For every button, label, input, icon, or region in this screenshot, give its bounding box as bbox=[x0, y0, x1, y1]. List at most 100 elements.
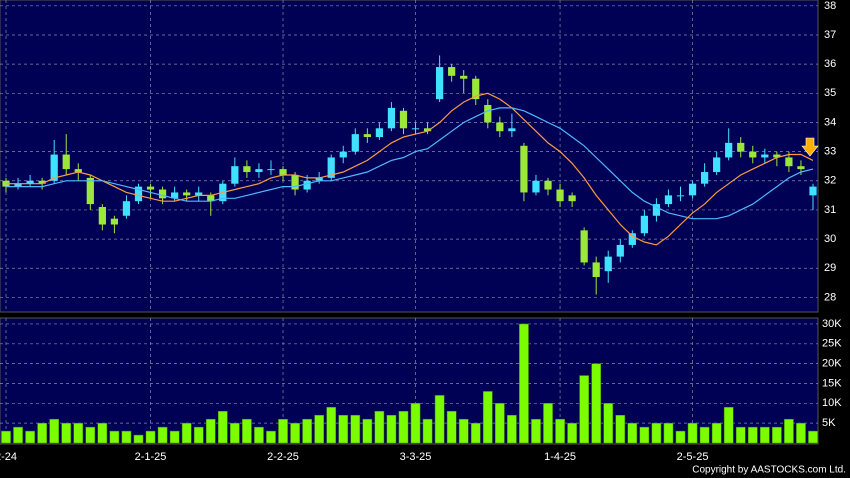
volume-bar bbox=[543, 403, 553, 444]
candle-body bbox=[604, 256, 612, 272]
candle-body bbox=[26, 180, 34, 184]
x-tick-label: 2-24 bbox=[0, 451, 17, 463]
moving-average bbox=[6, 92, 814, 246]
volume-bar bbox=[434, 395, 445, 444]
volume-bar bbox=[579, 375, 589, 444]
volume-bar bbox=[97, 422, 108, 444]
volume-bar bbox=[302, 418, 312, 444]
volume-bar bbox=[85, 426, 96, 444]
volume-bar bbox=[615, 414, 626, 444]
candle-body bbox=[640, 215, 648, 234]
volume-bar bbox=[567, 422, 577, 444]
candle-body bbox=[38, 180, 46, 184]
y-tick-label: 30 bbox=[824, 233, 836, 245]
volume-bar bbox=[808, 430, 818, 444]
candle-body bbox=[676, 195, 685, 197]
x-tick-label: 2-2-25 bbox=[267, 451, 299, 463]
volume-bar bbox=[217, 411, 228, 444]
candle-body bbox=[700, 172, 709, 184]
volume-bar bbox=[687, 422, 698, 444]
candle-body bbox=[520, 145, 528, 193]
volume-bar bbox=[639, 426, 650, 444]
candle-body bbox=[399, 110, 408, 129]
candle-body bbox=[556, 189, 564, 202]
candle-body bbox=[291, 174, 299, 190]
candle-body bbox=[725, 142, 733, 158]
candle-body bbox=[773, 154, 781, 158]
candle-body bbox=[231, 166, 239, 184]
volume-bar bbox=[374, 411, 385, 444]
volume-bar bbox=[278, 418, 288, 444]
volume-bar bbox=[25, 430, 35, 444]
volume-bar bbox=[772, 426, 782, 444]
candle-body bbox=[435, 67, 444, 100]
y-tick-label: 31 bbox=[824, 204, 836, 216]
candle-body bbox=[171, 192, 179, 199]
candle-body bbox=[737, 142, 745, 152]
candle-body bbox=[568, 195, 576, 202]
candle-body bbox=[62, 154, 70, 170]
volume-bar bbox=[254, 426, 264, 444]
candle-body bbox=[86, 177, 94, 205]
volume-bar bbox=[410, 403, 421, 444]
candle-body bbox=[628, 233, 636, 245]
y-tick-label: 32 bbox=[824, 175, 836, 187]
volume-bar bbox=[338, 414, 349, 444]
y-tick-label: 28 bbox=[824, 291, 836, 303]
volume-bar bbox=[157, 426, 168, 444]
candle-body bbox=[303, 180, 311, 190]
volume-bar bbox=[470, 422, 481, 444]
candle-body bbox=[484, 104, 492, 123]
x-tick-label: 3-3-25 bbox=[400, 451, 432, 463]
volume-bar bbox=[735, 426, 746, 444]
volume-bar bbox=[61, 422, 72, 444]
candle-body bbox=[496, 122, 504, 132]
volume-bar bbox=[627, 422, 638, 444]
candle-body bbox=[195, 192, 203, 196]
volume-bar bbox=[205, 418, 216, 444]
candle-body bbox=[267, 169, 275, 171]
volume-bar bbox=[422, 418, 433, 444]
volume-bar bbox=[495, 403, 505, 444]
volume-bar bbox=[109, 430, 120, 444]
candle-body bbox=[122, 201, 131, 216]
volume-bar bbox=[759, 426, 770, 444]
candle-body bbox=[50, 154, 58, 181]
volume-bar bbox=[651, 422, 662, 444]
volume-bar bbox=[133, 434, 144, 444]
candle-body bbox=[508, 128, 516, 132]
candle-body bbox=[580, 230, 588, 263]
volume-bar bbox=[266, 430, 276, 444]
candle-body bbox=[652, 204, 661, 216]
y-tick-label: 35 bbox=[824, 87, 836, 99]
y-tick-label: 30K bbox=[822, 318, 842, 330]
y-tick-label: 20K bbox=[822, 358, 842, 370]
volume-bar bbox=[519, 323, 529, 444]
y-tick-label: 10K bbox=[822, 397, 842, 409]
volume-bar bbox=[350, 414, 361, 444]
volume-bar bbox=[458, 418, 469, 444]
volume-bar bbox=[699, 426, 710, 444]
candle-body bbox=[544, 180, 552, 190]
candle-body bbox=[339, 151, 347, 158]
volume-bar bbox=[507, 414, 517, 444]
volume-bar bbox=[1, 430, 11, 444]
candle-body bbox=[616, 244, 624, 257]
candle-body bbox=[98, 207, 106, 225]
volume-bar bbox=[482, 391, 493, 444]
candle-body bbox=[327, 157, 335, 178]
volume-bar bbox=[386, 414, 397, 444]
candle-body bbox=[375, 128, 384, 138]
candle-body bbox=[363, 134, 371, 138]
volume-bar bbox=[711, 422, 722, 444]
candle-body bbox=[592, 262, 600, 278]
volume-bar bbox=[193, 426, 204, 444]
moving-average bbox=[6, 107, 814, 220]
volume-bar bbox=[49, 418, 60, 444]
x-tick-label: 2-1-25 bbox=[135, 451, 167, 463]
candle-body bbox=[351, 134, 359, 152]
candle-body bbox=[110, 218, 119, 225]
volume-bar bbox=[675, 430, 686, 444]
volume-bar bbox=[13, 426, 23, 444]
volume-bar bbox=[145, 430, 156, 444]
